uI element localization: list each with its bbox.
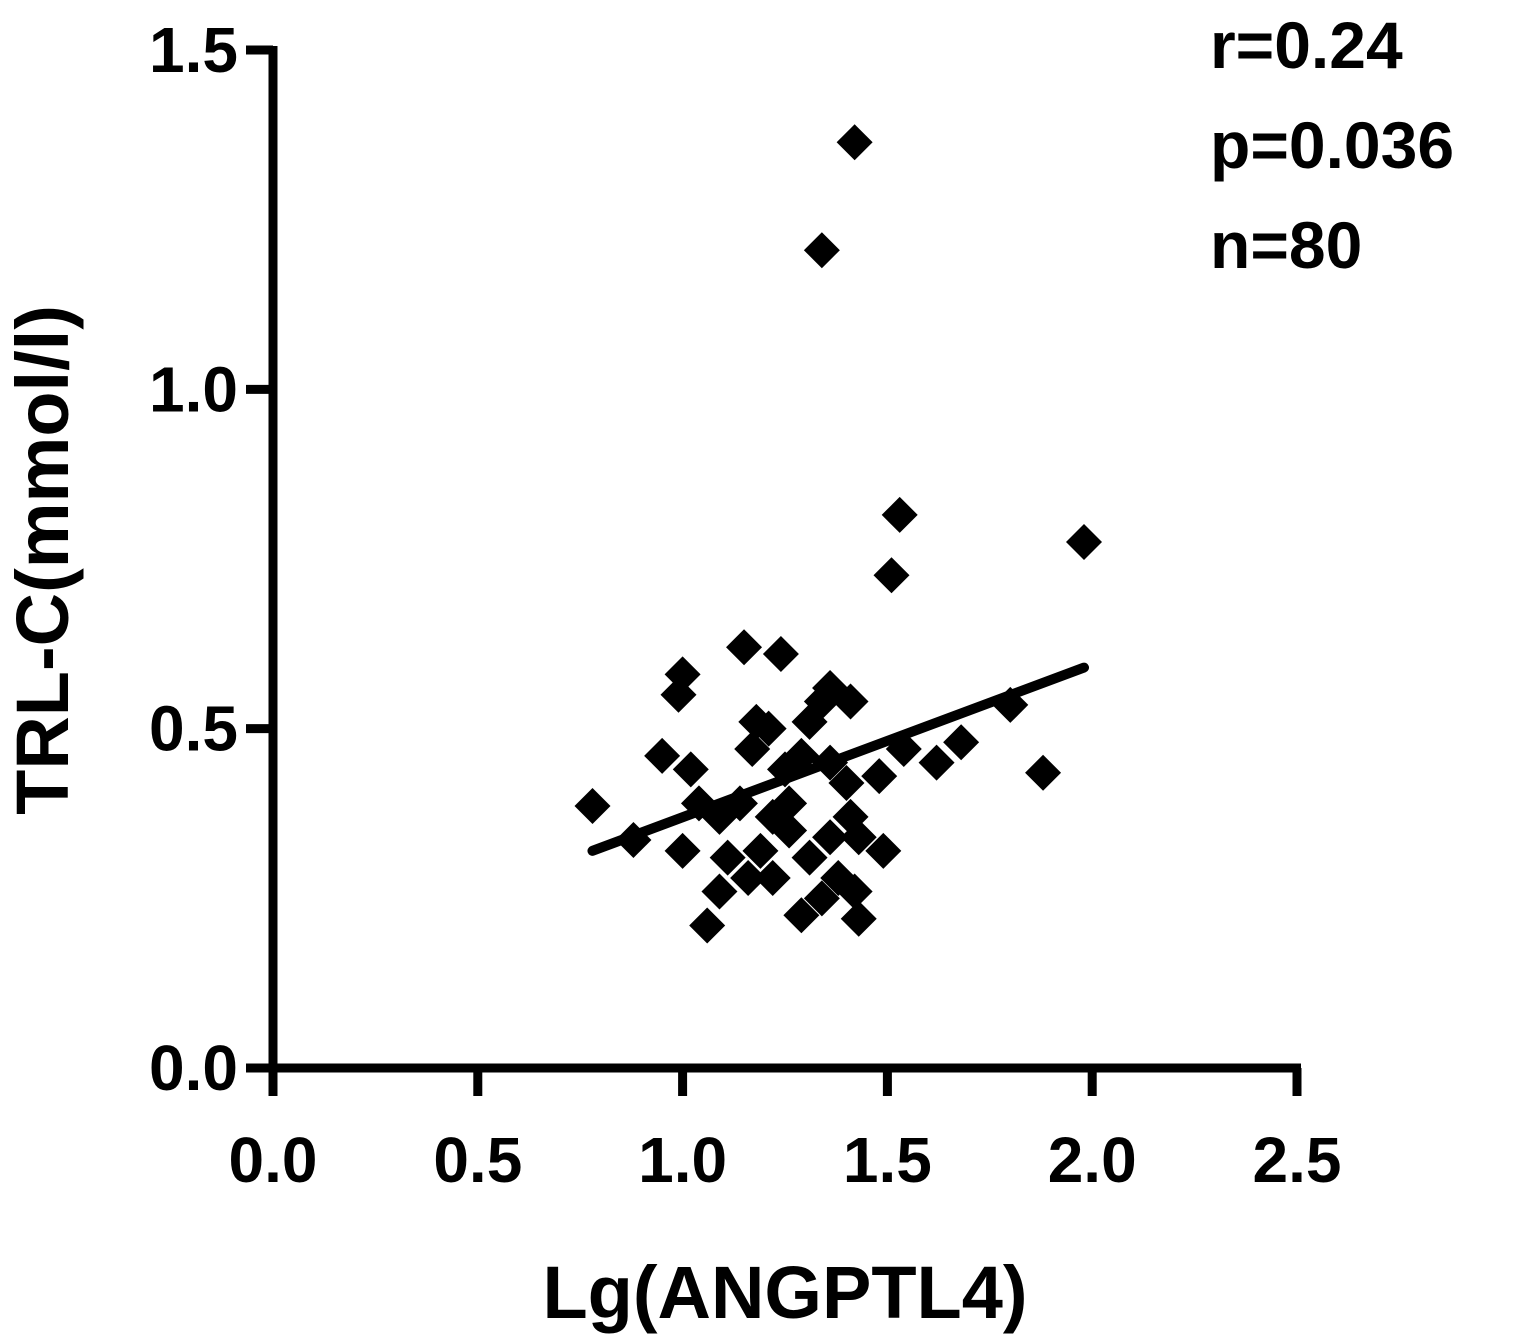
point [701, 873, 738, 910]
x-axis-label: Lg(ANGPTL4) [542, 1251, 1027, 1334]
x-tick-label: 2.5 [1253, 1124, 1342, 1196]
x-tick-label: 1.0 [638, 1124, 727, 1196]
point [660, 676, 697, 713]
point [865, 832, 902, 869]
point [840, 819, 877, 856]
y-axis-label: TRL-C(mmol/l) [1, 305, 84, 815]
point [836, 124, 873, 161]
point [828, 764, 865, 801]
point [615, 821, 652, 858]
point [783, 897, 820, 934]
x-tick-label: 0.0 [229, 1124, 318, 1196]
point [734, 731, 771, 768]
y-tick-label: 1.0 [149, 353, 238, 425]
point [873, 557, 910, 594]
x-tick-label: 0.5 [433, 1124, 522, 1196]
annotation: p=0.036 [1210, 108, 1454, 182]
x-tick-label: 1.5 [843, 1124, 932, 1196]
point [664, 832, 701, 869]
y-tick-label: 0.5 [149, 693, 238, 765]
point [762, 636, 799, 673]
point [881, 496, 918, 533]
point [750, 710, 787, 747]
point [803, 232, 840, 269]
point [730, 859, 767, 896]
point [918, 744, 955, 781]
point [771, 812, 808, 849]
point [1025, 754, 1062, 791]
point [812, 819, 849, 856]
point [783, 737, 820, 774]
point [742, 832, 779, 869]
point [754, 859, 791, 896]
point [943, 724, 980, 761]
point [771, 785, 808, 822]
point [672, 751, 709, 788]
point [992, 686, 1029, 723]
point [1066, 524, 1103, 561]
y-tick-label: 0.0 [149, 1032, 238, 1104]
point [861, 758, 898, 795]
point [709, 839, 746, 876]
point [832, 683, 869, 720]
annotation: r=0.24 [1210, 8, 1403, 82]
point [840, 900, 877, 937]
point [644, 737, 681, 774]
point [803, 880, 840, 917]
point [574, 788, 611, 825]
point [885, 731, 922, 768]
point [836, 873, 873, 910]
point [812, 744, 849, 781]
y-tick-label: 1.5 [149, 14, 238, 86]
point [726, 629, 763, 666]
point [689, 907, 726, 944]
point [791, 839, 828, 876]
annotation: n=80 [1210, 208, 1362, 282]
point [680, 785, 717, 822]
x-tick-label: 2.0 [1048, 1124, 1137, 1196]
